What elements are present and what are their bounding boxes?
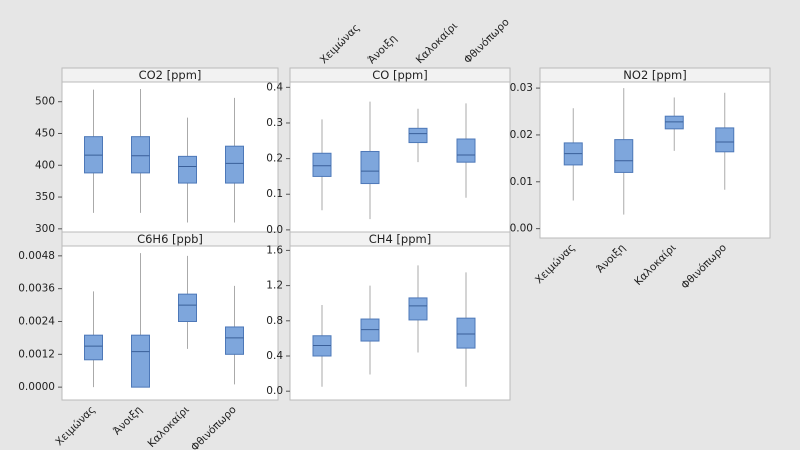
box xyxy=(664,115,684,130)
category-label: Καλοκαίρι xyxy=(632,241,679,288)
y-tick-label: 0.4 xyxy=(266,81,283,93)
box xyxy=(84,334,103,361)
box xyxy=(408,127,428,144)
y-tick-label: 0.00 xyxy=(510,223,533,235)
panel-header xyxy=(61,67,279,83)
panel-title: CO [ppm] xyxy=(372,68,428,82)
box xyxy=(456,138,476,163)
panel-title: C6H6 [ppb] xyxy=(137,232,203,246)
y-tick-label: 0.0048 xyxy=(18,250,55,262)
y-tick-label: 0.8 xyxy=(266,315,283,327)
category-label: Χειμώνας xyxy=(533,242,577,286)
y-tick-label: 0.2 xyxy=(266,153,283,165)
y-tick-label: 350 xyxy=(35,191,55,203)
category-label: Φθινόπωρο xyxy=(462,16,512,66)
category-label: Άνοιξη xyxy=(366,33,400,67)
y-tick-label: 0.0036 xyxy=(18,283,55,295)
box xyxy=(178,293,197,322)
y-tick-label: 1.2 xyxy=(266,280,283,292)
box xyxy=(715,127,735,153)
y-tick-label: 0.3 xyxy=(266,117,283,129)
category-label: Άνοιξη xyxy=(111,404,145,438)
box xyxy=(178,155,197,184)
box xyxy=(225,145,244,184)
category-label: Καλοκαίρι xyxy=(146,403,193,450)
box xyxy=(131,334,150,388)
y-tick-label: 300 xyxy=(35,223,55,235)
y-tick-label: 0.0 xyxy=(266,385,283,397)
y-tick-label: 0.0000 xyxy=(18,381,55,393)
y-tick-label: 0.0012 xyxy=(18,348,55,360)
box xyxy=(614,139,634,173)
panel-header xyxy=(61,231,279,247)
category-label: Χειμώνας xyxy=(318,22,362,66)
box xyxy=(360,150,380,185)
panel-title: NO2 [ppm] xyxy=(623,68,686,82)
y-tick-label: 500 xyxy=(35,96,55,108)
y-tick-label: 0.03 xyxy=(510,82,533,94)
y-tick-label: 0.0 xyxy=(266,224,283,236)
y-tick-label: 0.4 xyxy=(266,350,283,362)
box xyxy=(225,326,244,355)
category-label: Καλοκαίρι xyxy=(414,20,461,67)
box xyxy=(131,136,150,174)
panel xyxy=(289,231,511,401)
y-tick-label: 0.01 xyxy=(510,176,533,188)
panel-title: CO2 [ppm] xyxy=(139,68,202,82)
panel-header xyxy=(289,67,511,83)
y-tick-label: 450 xyxy=(35,127,55,139)
box xyxy=(456,317,476,349)
y-tick-label: 0.0024 xyxy=(18,315,55,327)
panel-title: CH4 [ppm] xyxy=(369,232,431,246)
box xyxy=(312,152,332,177)
category-label: Χειμώνας xyxy=(53,404,97,448)
category-label: Φθινόπωρο xyxy=(189,404,239,450)
category-label: Άνοιξη xyxy=(594,242,628,276)
panel xyxy=(289,67,511,238)
panel xyxy=(61,231,279,401)
y-tick-label: 400 xyxy=(35,159,55,171)
box xyxy=(408,297,428,321)
panel-header xyxy=(539,67,771,83)
panel-header xyxy=(289,231,511,247)
y-tick-label: 1.6 xyxy=(266,244,283,256)
y-tick-label: 0.1 xyxy=(266,188,283,200)
category-label: Φθινόπωρο xyxy=(679,242,729,292)
y-tick-label: 0.02 xyxy=(510,129,533,141)
